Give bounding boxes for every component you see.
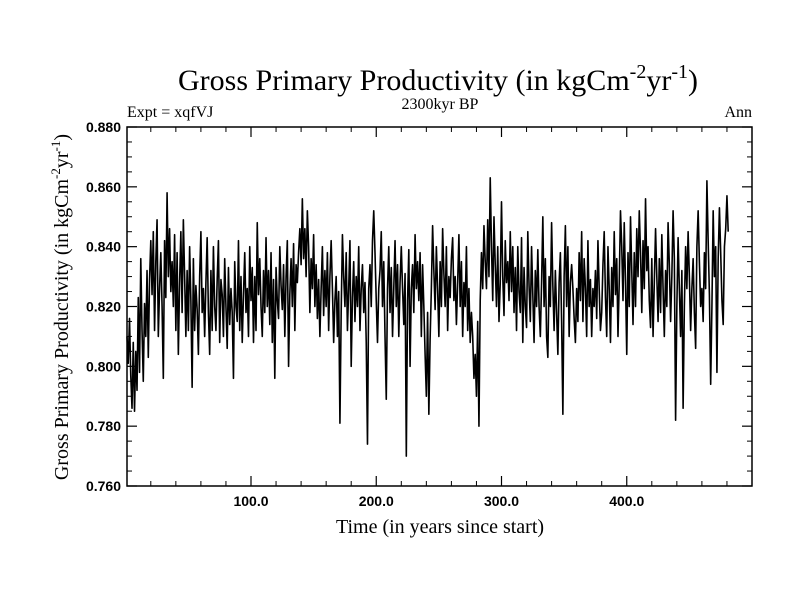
y-tick-label: 0.860 xyxy=(86,179,121,195)
plot-frame xyxy=(126,126,753,487)
y-axis-label: Gross Primary Productivity (in kgCm-2yr-… xyxy=(48,134,73,480)
y-tick-label: 0.800 xyxy=(86,358,121,374)
y-tick-label: 0.840 xyxy=(86,239,121,255)
x-axis-label: Time (in years since start) xyxy=(336,516,544,538)
y-tick-label: 0.880 xyxy=(86,119,121,135)
experiment-label: Expt = xqfVJ xyxy=(127,104,213,121)
series-line xyxy=(126,177,729,457)
series-lines xyxy=(126,177,729,457)
tick-marks xyxy=(127,126,752,487)
y-tick-label: 0.780 xyxy=(86,418,121,434)
season-label: Ann xyxy=(724,104,752,121)
x-tick-label: 300.0 xyxy=(484,493,519,509)
x-tick-label: 200.0 xyxy=(359,493,394,509)
period-label: 2300kyr BP xyxy=(402,96,479,113)
chart-title: Gross Primary Productivity (in kgCm-2yr-… xyxy=(178,61,698,97)
tick-labels: 0.760 0.780 0.800 0.820 0.840 0.860 0.880 100.0… xyxy=(86,119,645,509)
x-tick-label: 400.0 xyxy=(609,493,644,509)
y-tick-label: 0.820 xyxy=(86,299,121,315)
y-tick-label: 0.760 xyxy=(86,478,121,494)
x-tick-label: 100.0 xyxy=(233,493,268,509)
